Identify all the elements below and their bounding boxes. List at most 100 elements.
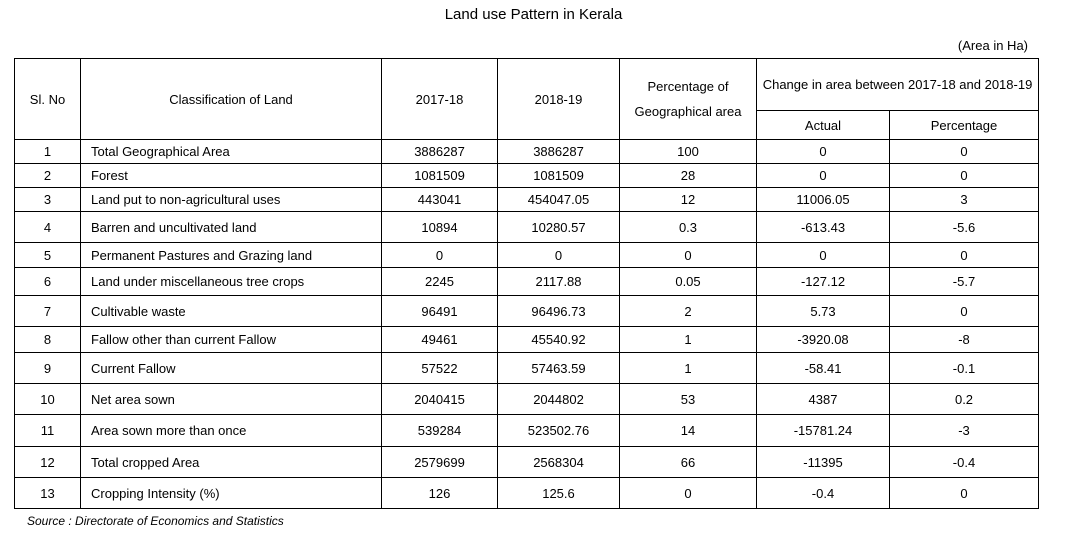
cell-percentage: 0.2 (888, 383, 1040, 415)
cell-percentage: 0 (888, 163, 1040, 188)
table-row: 5 Permanent Pastures and Grazing land 0 … (14, 242, 1040, 268)
header-2018-19: 2018-19 (497, 58, 620, 140)
unit-note: (Area in Ha) (957, 38, 1028, 53)
cell-sl-no: 11 (14, 414, 81, 447)
cell-actual: -127.12 (756, 267, 890, 296)
cell-pct-geo: 0.3 (619, 211, 757, 243)
cell-2017-18: 2245 (381, 267, 498, 296)
cell-2018-19: 96496.73 (497, 295, 620, 327)
table-row: 13 Cropping Intensity (%) 126 125.6 0 -0… (14, 477, 1040, 509)
header-actual: Actual (756, 110, 890, 140)
header-sl-no: Sl. No (14, 58, 81, 140)
cell-2017-18: 96491 (381, 295, 498, 327)
header-percentage: Percentage (888, 110, 1040, 140)
cell-sl-no: 9 (14, 352, 81, 384)
header-change-in-area: Change in area between 2017-18 and 2018-… (755, 58, 1040, 111)
table-row: 10 Net area sown 2040415 2044802 53 4387… (14, 383, 1040, 415)
cell-pct-geo: 100 (619, 139, 757, 164)
cell-2018-19: 2044802 (497, 383, 620, 415)
cell-percentage: -5.7 (888, 267, 1040, 296)
cell-actual: 0 (756, 139, 890, 164)
cell-actual: -0.4 (756, 477, 890, 509)
cell-sl-no: 12 (14, 446, 81, 478)
cell-actual: 0 (756, 242, 890, 268)
cell-classification: Forest (80, 163, 382, 188)
table-row: 2 Forest 1081509 1081509 28 0 0 (14, 163, 1040, 188)
cell-2018-19: 454047.05 (497, 187, 620, 212)
cell-pct-geo: 0.05 (619, 267, 757, 296)
cell-percentage: 0 (888, 295, 1040, 327)
cell-classification: Permanent Pastures and Grazing land (80, 242, 382, 268)
cell-pct-geo: 53 (619, 383, 757, 415)
cell-2018-19: 523502.76 (497, 414, 620, 447)
cell-sl-no: 8 (14, 326, 81, 353)
page-title: Land use Pattern in Kerala (444, 6, 623, 23)
cell-2017-18: 57522 (381, 352, 498, 384)
cell-classification: Total Geographical Area (80, 139, 382, 164)
table-row: 7 Cultivable waste 96491 96496.73 2 5.73… (14, 295, 1040, 327)
cell-percentage: 0 (888, 477, 1040, 509)
cell-sl-no: 5 (14, 242, 81, 268)
cell-sl-no: 6 (14, 267, 81, 296)
cell-percentage: -3 (888, 414, 1040, 447)
cell-actual: 11006.05 (756, 187, 890, 212)
cell-2017-18: 49461 (381, 326, 498, 353)
cell-2017-18: 126 (381, 477, 498, 509)
cell-2017-18: 539284 (381, 414, 498, 447)
cell-classification: Cropping Intensity (%) (80, 477, 382, 509)
cell-pct-geo: 66 (619, 446, 757, 478)
cell-classification: Cultivable waste (80, 295, 382, 327)
cell-2018-19: 3886287 (497, 139, 620, 164)
cell-percentage: -5.6 (888, 211, 1040, 243)
cell-2017-18: 3886287 (381, 139, 498, 164)
cell-2018-19: 2568304 (497, 446, 620, 478)
table-row: 1 Total Geographical Area 3886287 388628… (14, 139, 1040, 164)
cell-actual: -11395 (756, 446, 890, 478)
cell-classification: Land put to non-agricultural uses (80, 187, 382, 212)
header-classification: Classification of Land (80, 58, 382, 140)
cell-sl-no: 2 (14, 163, 81, 188)
cell-actual: -15781.24 (756, 414, 890, 447)
cell-2018-19: 10280.57 (497, 211, 620, 243)
cell-pct-geo: 12 (619, 187, 757, 212)
table-row: 11 Area sown more than once 539284 52350… (14, 414, 1040, 447)
cell-percentage: -8 (888, 326, 1040, 353)
cell-2018-19: 125.6 (497, 477, 620, 509)
cell-pct-geo: 14 (619, 414, 757, 447)
cell-2018-19: 1081509 (497, 163, 620, 188)
cell-pct-geo: 0 (619, 242, 757, 268)
cell-actual: -58.41 (756, 352, 890, 384)
cell-actual: 5.73 (756, 295, 890, 327)
cell-sl-no: 1 (14, 139, 81, 164)
cell-percentage: -0.4 (888, 446, 1040, 478)
cell-classification: Fallow other than current Fallow (80, 326, 382, 353)
cell-sl-no: 13 (14, 477, 81, 509)
cell-classification: Land under miscellaneous tree crops (80, 267, 382, 296)
cell-classification: Barren and uncultivated land (80, 211, 382, 243)
header-2017-18: 2017-18 (381, 58, 498, 140)
cell-2017-18: 0 (381, 242, 498, 268)
cell-sl-no: 10 (14, 383, 81, 415)
cell-2017-18: 1081509 (381, 163, 498, 188)
table-row: 9 Current Fallow 57522 57463.59 1 -58.41… (14, 352, 1040, 384)
cell-actual: -613.43 (756, 211, 890, 243)
table-row: 3 Land put to non-agricultural uses 4430… (14, 187, 1040, 212)
cell-pct-geo: 1 (619, 326, 757, 353)
cell-2017-18: 2040415 (381, 383, 498, 415)
cell-actual: 0 (756, 163, 890, 188)
cell-pct-geo: 0 (619, 477, 757, 509)
source-note: Source : Directorate of Economics and St… (27, 514, 284, 528)
table-row: 4 Barren and uncultivated land 10894 102… (14, 211, 1040, 243)
cell-actual: -3920.08 (756, 326, 890, 353)
cell-2018-19: 57463.59 (497, 352, 620, 384)
cell-2018-19: 45540.92 (497, 326, 620, 353)
land-use-table: Sl. No Classification of Land 2017-18 20… (14, 58, 1040, 509)
cell-sl-no: 4 (14, 211, 81, 243)
table-row: 8 Fallow other than current Fallow 49461… (14, 326, 1040, 353)
cell-2018-19: 2117.88 (497, 267, 620, 296)
cell-percentage: 0 (888, 242, 1040, 268)
cell-2017-18: 2579699 (381, 446, 498, 478)
table-row: 12 Total cropped Area 2579699 2568304 66… (14, 446, 1040, 478)
cell-pct-geo: 2 (619, 295, 757, 327)
header-percentage-geographical-area: Percentage of Geographical area (619, 58, 757, 140)
